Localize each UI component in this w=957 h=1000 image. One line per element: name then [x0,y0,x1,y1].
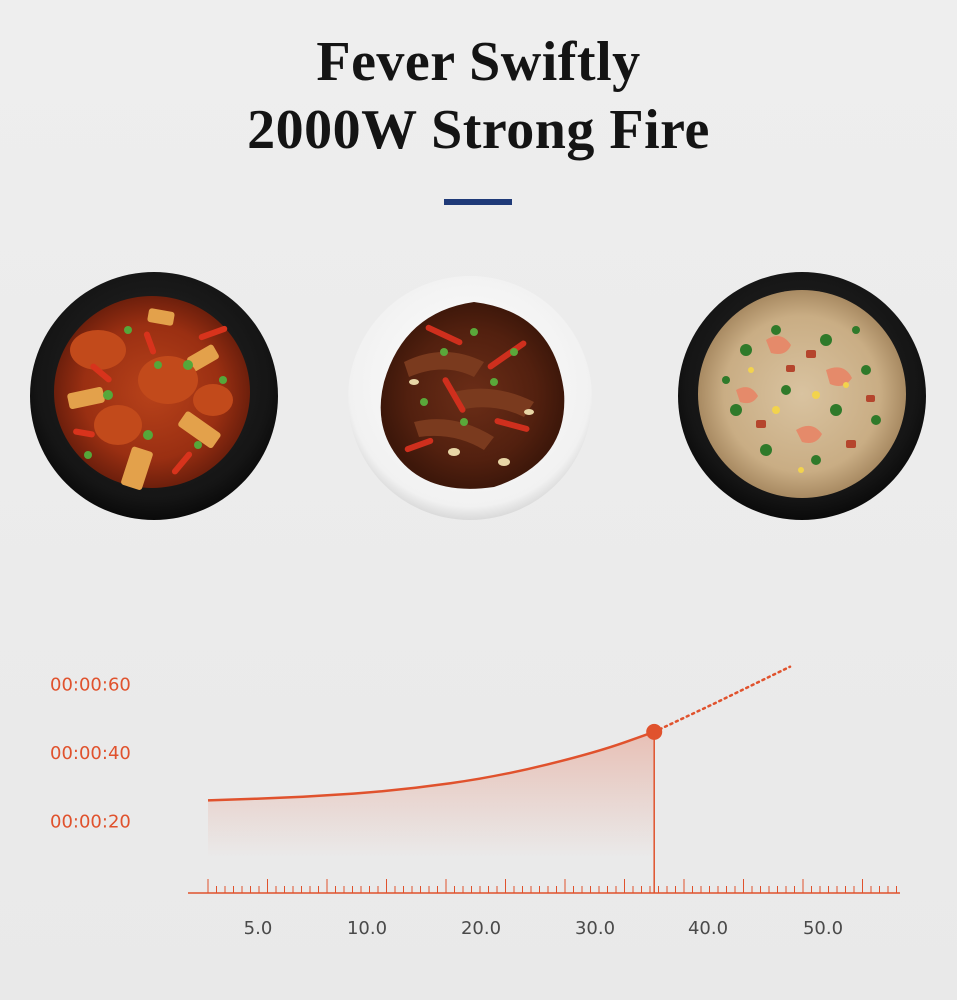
headline: Fever Swiftly 2000W Strong Fire [0,28,957,164]
chart-area-fill [208,731,655,857]
chart-series-line [207,730,655,802]
dish-image-stir-fried-beef [344,272,596,524]
heating-time-chart: 5.0 10.0 20.0 30.0 40.0 50.0 00:00:20 00:00:40 0… [0,640,957,970]
chart-series-dotted-line [652,665,792,734]
chart-y-tick-label: 00:00:40 [50,743,131,764]
chart-x-tick-label: 5.0 [244,918,273,939]
chart-x-tick-label: 30.0 [575,918,615,939]
chart-x-tick-label: 40.0 [688,918,728,939]
chart-x-tick-label: 10.0 [347,918,387,939]
headline-underline [444,199,512,205]
chart-x-tick-label: 50.0 [803,918,843,939]
chart-svg: 5.0 10.0 20.0 30.0 40.0 50.0 00:00:20 00:00:40 0… [50,665,900,939]
chart-highlight-point [646,723,663,740]
chart-x-tick-label: 20.0 [461,918,501,939]
chart-y-tick-label: 00:00:60 [50,674,131,695]
chart-y-tick-label: 00:00:20 [50,811,131,832]
dish-image-spicy-chicken [28,270,280,522]
headline-line-2: 2000W Strong Fire [247,99,710,161]
headline-line-1: Fever Swiftly [316,31,641,93]
dish-image-fried-rice [676,270,928,522]
